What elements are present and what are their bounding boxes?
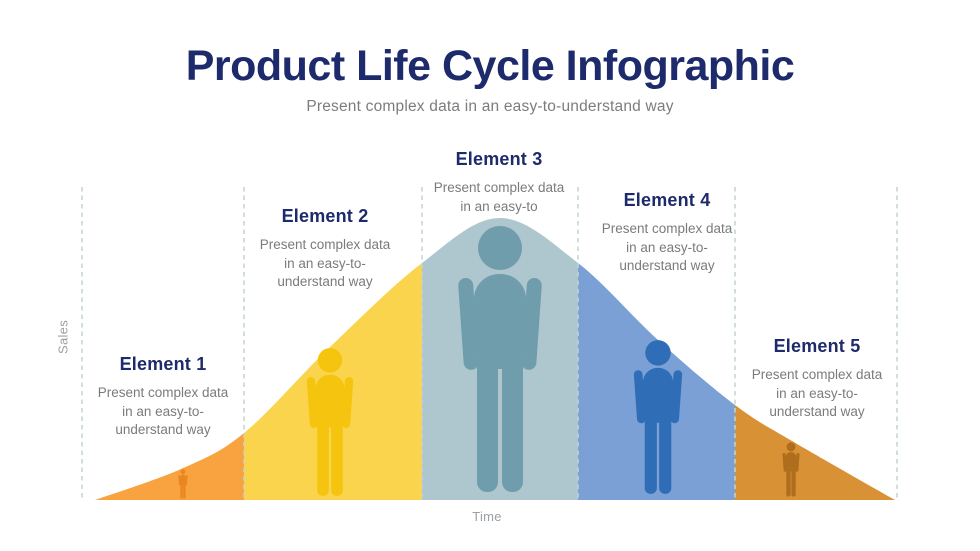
stage-2-description: Present complex data in an easy-to- unde… [259,237,391,289]
stage-5-title: Element 5 [773,336,861,356]
page-subtitle: Present complex data in an easy-to-under… [306,98,674,115]
person-icon-stage-5 [782,442,800,497]
person-icon-stage-2 [306,348,354,496]
stage-3-description: Present complex data in an easy-to [433,180,565,214]
curve-segment-1 [95,433,244,500]
stage-2-title: Element 2 [281,206,369,226]
stage-1-block: Element 1 Present complex data in an eas… [48,354,278,440]
stage-5-block: Element 5 Present complex data in an eas… [702,336,932,422]
person-icon-stage-1 [178,469,188,499]
stage-3-block: Element 3 Present complex data in an eas… [384,149,614,216]
stage-4-description: Present complex data in an easy-to- unde… [601,221,733,273]
stage-4-title: Element 4 [623,190,711,210]
stage-2-block: Element 2 Present complex data in an eas… [210,206,440,292]
stage-1-title: Element 1 [119,354,207,374]
person-icon-stage-4 [633,340,683,494]
stage-3-title: Element 3 [455,149,543,169]
stage-5-description: Present complex data in an easy-to- unde… [751,367,883,419]
stage-1-description: Present complex data in an easy-to- unde… [97,385,229,437]
y-axis-label: Sales [55,319,71,355]
page-title: Product Life Cycle Infographic [185,42,795,90]
stage-4-block: Element 4 Present complex data in an eas… [552,190,782,276]
curve-segment-5 [735,405,895,500]
x-axis-label: Time [472,509,502,524]
person-icon-stage-3 [458,226,542,492]
